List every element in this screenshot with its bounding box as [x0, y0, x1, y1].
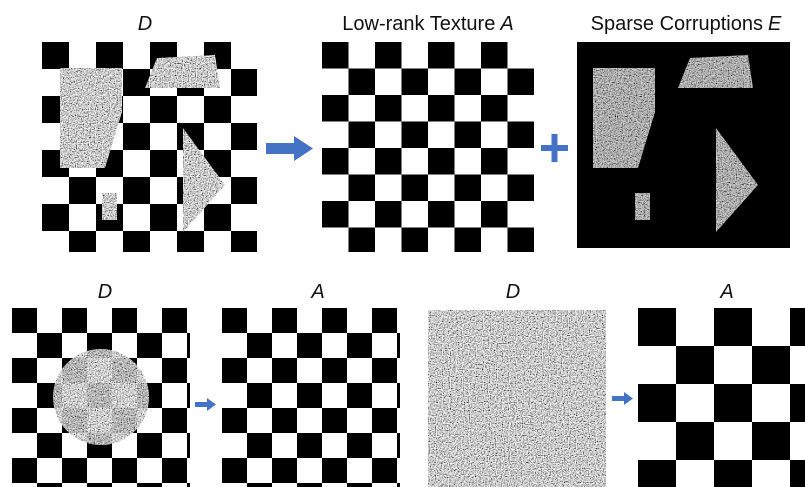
- title-text: Low-rank Texture: [342, 13, 495, 35]
- arrow: [195, 398, 216, 411]
- low-rank-texture: [638, 308, 805, 487]
- noise-image: [428, 310, 606, 487]
- low-rank-texture: [222, 308, 400, 487]
- panel-title: D: [138, 13, 152, 35]
- panel-title: A: [310, 281, 324, 303]
- sparse-corruptions: [577, 42, 790, 248]
- title-text: Sparse Corruptions: [591, 13, 763, 35]
- title-symbol: E: [768, 13, 782, 35]
- low-rank-texture: [322, 42, 534, 252]
- panel-title: D: [506, 281, 520, 303]
- panel-title: A: [719, 281, 733, 303]
- title-symbol: D: [138, 13, 152, 35]
- plus-sign: [541, 134, 568, 162]
- corrupted-image: [12, 308, 190, 487]
- corrupted-image: [42, 42, 257, 252]
- page: D Low-rank TextureA Sparse CorruptionsE …: [0, 0, 805, 487]
- arrow: [612, 392, 633, 405]
- panel-title: D: [98, 281, 112, 303]
- arrow: [266, 136, 313, 161]
- figure: D Low-rank TextureA Sparse CorruptionsE …: [0, 0, 805, 487]
- title-symbol: A: [499, 13, 513, 35]
